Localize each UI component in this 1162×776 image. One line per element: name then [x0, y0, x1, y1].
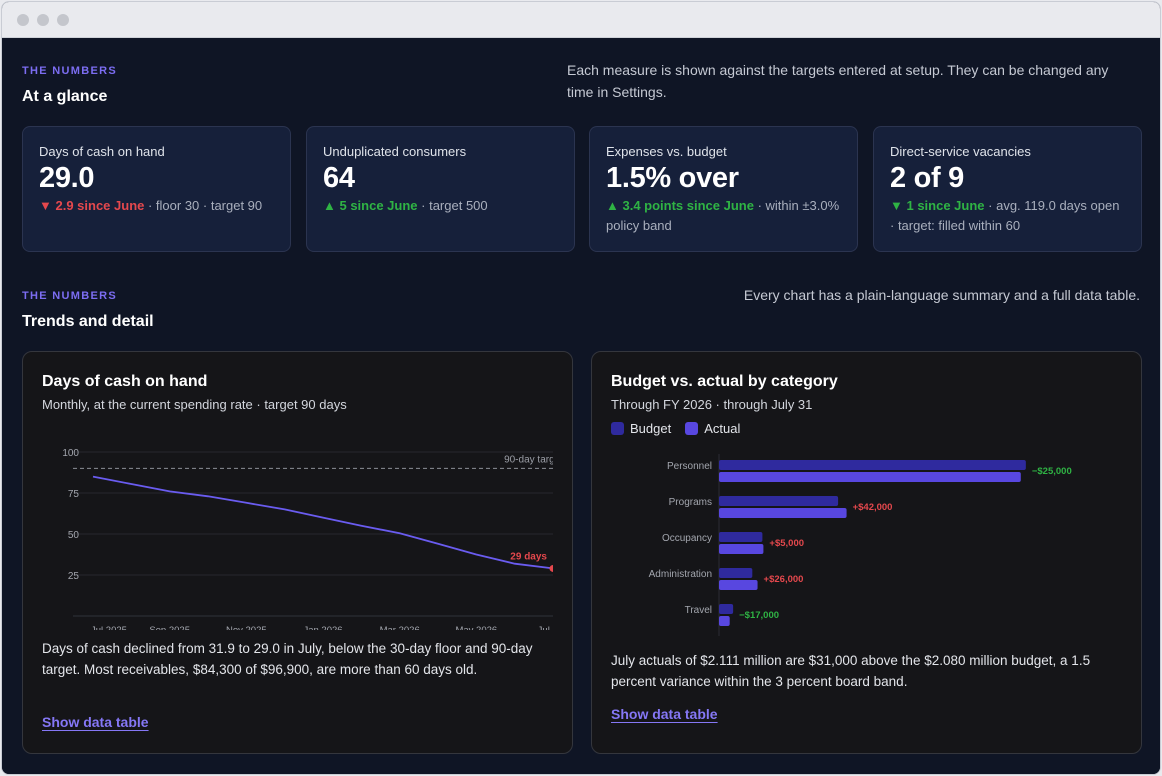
- kpi-label: Direct-service vacancies: [890, 144, 1031, 159]
- kpi-card-days-cash: Days of cash on hand 29.0 ▼ 2.9 since Ju…: [22, 126, 291, 252]
- category-label: Occupancy: [662, 533, 712, 544]
- actual-bar: [719, 544, 764, 554]
- overview-note: Each measure is shown against the target…: [567, 62, 1109, 100]
- legend-item-budget: Budget: [611, 421, 671, 436]
- kpi-context: · floor 30 · target 90: [144, 198, 263, 213]
- category-label: Programs: [669, 497, 712, 508]
- category-label: Personnel: [667, 461, 712, 472]
- x-tick-label: Mar 2026: [380, 625, 420, 630]
- budget-bar: [719, 532, 763, 542]
- y-tick-label: 75: [68, 489, 80, 500]
- card-title: Days of cash on hand: [42, 373, 208, 390]
- legend-label: Budget: [630, 421, 672, 436]
- kpi-change: ▲ 5 since June: [323, 198, 418, 213]
- kpi-card-expenses: Expenses vs. budget 1.5% over ▲ 3.4 poin…: [589, 126, 858, 252]
- y-tick-label: 50: [68, 530, 80, 541]
- latest-value-label: 29 days: [510, 551, 547, 562]
- actual-bar: [719, 472, 1021, 482]
- card-summary: July actuals of $2.111 million are $31,0…: [611, 653, 1091, 689]
- card-subtitle: Monthly, at the current spending rate · …: [42, 397, 347, 412]
- variance-label: +$5,000: [769, 538, 804, 549]
- variance-label: −$25,000: [1032, 466, 1072, 477]
- chart-legend: Budget Actual: [611, 421, 740, 436]
- x-tick-label: Jul 2025: [91, 625, 127, 630]
- kpi-value: 1.5% over: [606, 162, 739, 194]
- x-tick-label: May 2026: [455, 625, 497, 630]
- window-titlebar: [2, 2, 1160, 38]
- category-label: Administration: [649, 569, 712, 580]
- show-data-table-link[interactable]: Show data table: [611, 706, 718, 722]
- kpi-label: Unduplicated consumers: [323, 144, 467, 159]
- budget-swatch: [611, 422, 624, 435]
- budget-bar: [719, 460, 1026, 470]
- kpi-detail: ▼ 1 since June · avg. 119.0 days open · …: [890, 196, 1125, 236]
- budget-bar-chart: Personnel −$25,000 Programs +$42,000 Occupan…: [649, 454, 1072, 636]
- x-tick-label: Jan 2026: [303, 625, 342, 630]
- budget-bar: [719, 496, 839, 506]
- actual-bar: [719, 616, 730, 626]
- kpi-detail: ▲ 3.4 points since June · within ±3.0% p…: [606, 196, 841, 236]
- kpi-change: ▼ 1 since June: [890, 198, 985, 213]
- budget-bar: [719, 568, 753, 578]
- kpi-detail: ▼ 2.9 since June · floor 30 · target 90: [39, 196, 274, 216]
- detail-title: Trends and detail: [22, 313, 154, 330]
- kpi-card-vacancies: Direct-service vacancies 2 of 9 ▼ 1 sinc…: [873, 126, 1142, 252]
- kpi-detail: ▲ 5 since June · target 500: [323, 196, 558, 216]
- variance-label: +$42,000: [853, 502, 893, 513]
- budget-chart-card: Budget vs. actual by category Through FY…: [591, 351, 1142, 754]
- legend-item-actual: Actual: [685, 421, 740, 436]
- legend-label: Actual: [704, 421, 741, 436]
- budget-bar: [719, 604, 734, 614]
- kpi-value: 29.0: [39, 162, 95, 194]
- kpi-label: Expenses vs. budget: [606, 144, 727, 159]
- kpi-label: Days of cash on hand: [39, 144, 165, 159]
- card-subtitle: Through FY 2026 · through July 31: [611, 397, 813, 412]
- target-reference-label: 90-day target: [504, 454, 553, 465]
- kpi-change: ▲ 3.4 points since June: [606, 198, 754, 213]
- card-title: Budget vs. actual by category: [611, 373, 838, 390]
- overview-title: At a glance: [22, 88, 108, 105]
- x-tick-label: Jul 202: [538, 625, 553, 630]
- kpi-value: 64: [323, 162, 355, 194]
- kpi-context: · within ±3.0% policy band: [606, 198, 840, 233]
- kpi-change: ▼ 2.9 since June: [39, 198, 145, 213]
- detail-note: Every chart has a plain-language summary…: [743, 287, 1140, 303]
- dashboard-content: THE NUMBERS At a glance Each measure is …: [2, 38, 1160, 774]
- close-window-dot[interactable]: [17, 13, 29, 26]
- actual-bar: [719, 508, 847, 518]
- show-data-table-link[interactable]: Show data table: [42, 714, 149, 730]
- maximize-window-dot[interactable]: [57, 13, 69, 26]
- latest-data-point: [549, 564, 553, 572]
- actual-swatch: [685, 422, 699, 435]
- variance-label: −$17,000: [739, 610, 779, 621]
- y-tick-label: 100: [62, 448, 79, 459]
- overview-eyebrow: THE NUMBERS: [22, 65, 117, 77]
- card-summary: Days of cash declined from 31.9 to 29.0 …: [42, 641, 533, 677]
- kpi-value: 2 of 9: [890, 162, 964, 194]
- kpi-context: · target 500: [417, 198, 488, 213]
- x-tick-label: Nov 2025: [226, 625, 267, 630]
- cash-line-chart: 25 50 75 100 90-day target Jul 2025 Sep 2025 No…: [62, 448, 553, 630]
- x-tick-label: Sep 2025: [149, 625, 190, 630]
- y-tick-label: 25: [68, 571, 80, 582]
- kpi-context: · avg. 119.0 days open · target: filled …: [890, 198, 1120, 233]
- actual-bar: [719, 580, 758, 590]
- variance-label: +$26,000: [764, 574, 804, 585]
- minimize-window-dot[interactable]: [37, 13, 49, 26]
- cash-chart-card: Days of cash on hand Monthly, at the cur…: [22, 351, 573, 754]
- detail-eyebrow: THE NUMBERS: [22, 290, 117, 302]
- cash-series-line: [92, 475, 553, 570]
- kpi-card-consumers: Unduplicated consumers 64 ▲ 5 since June…: [306, 126, 575, 252]
- category-label: Travel: [685, 605, 712, 616]
